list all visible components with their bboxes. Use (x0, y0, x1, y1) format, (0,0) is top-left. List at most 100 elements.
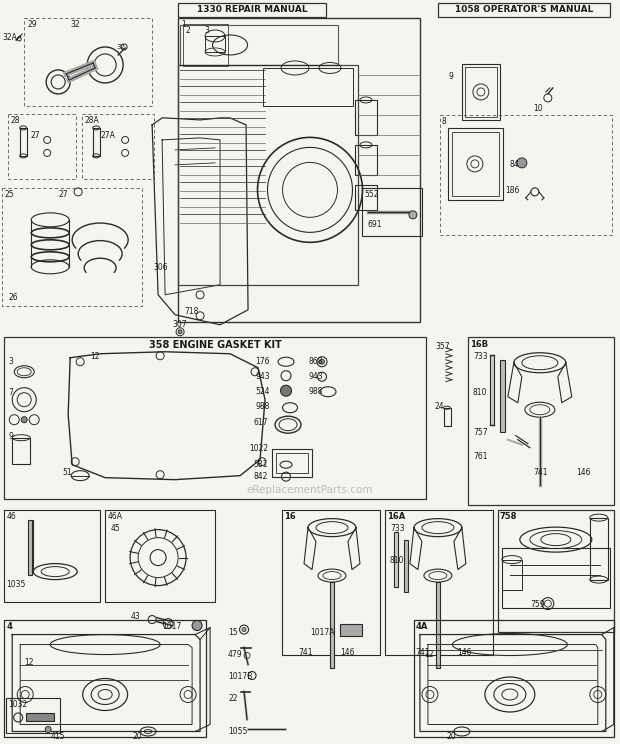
Text: 27A: 27A (100, 132, 115, 141)
Text: 146: 146 (457, 647, 471, 656)
Text: 810: 810 (390, 556, 404, 565)
Text: 552: 552 (364, 190, 378, 199)
Bar (448, 128, 503, 200)
Text: 26: 26 (8, 293, 18, 302)
Bar (205, 36, 225, 52)
Bar (105, 510, 215, 602)
Text: 28A: 28A (84, 116, 99, 125)
Text: 307: 307 (172, 320, 187, 329)
Bar (590, 518, 608, 580)
Text: 4: 4 (6, 621, 12, 631)
Text: 842: 842 (254, 472, 268, 481)
Bar (452, 132, 499, 196)
Text: 759: 759 (530, 600, 544, 609)
Text: 524: 524 (255, 387, 270, 396)
Text: 3: 3 (205, 26, 210, 35)
Text: 479: 479 (228, 650, 242, 658)
Text: 741: 741 (415, 647, 430, 656)
Text: 761: 761 (473, 452, 487, 461)
Text: 810: 810 (473, 388, 487, 397)
Bar (183, 24, 228, 66)
Text: 186: 186 (505, 186, 519, 195)
Bar (462, 64, 500, 120)
Bar (362, 188, 422, 236)
Bar (436, 582, 440, 667)
Text: 46A: 46A (107, 512, 122, 521)
Text: 10: 10 (533, 104, 542, 113)
Bar (385, 510, 493, 655)
Text: 84: 84 (510, 160, 520, 169)
Text: 306: 306 (153, 263, 168, 272)
Bar (276, 452, 308, 472)
Text: 28: 28 (10, 116, 20, 125)
Text: 43: 43 (130, 612, 140, 620)
Circle shape (45, 726, 51, 733)
Bar (468, 337, 614, 504)
Bar (8, 114, 76, 179)
Text: 1017: 1017 (162, 621, 182, 631)
Circle shape (280, 385, 291, 397)
Text: 741: 741 (534, 468, 548, 477)
Bar (355, 100, 377, 135)
Bar (180, 25, 338, 65)
Bar (438, 3, 610, 17)
Text: 988: 988 (308, 387, 322, 396)
Bar (28, 519, 32, 574)
Circle shape (319, 359, 324, 365)
Text: 943: 943 (255, 372, 270, 381)
Bar (282, 510, 380, 655)
Bar (4, 337, 426, 498)
Text: 25: 25 (4, 190, 14, 199)
Text: 27: 27 (58, 190, 68, 199)
Text: 12: 12 (24, 658, 33, 667)
Bar (355, 145, 377, 175)
Bar (4, 510, 100, 602)
Circle shape (517, 158, 527, 168)
Text: 1017A: 1017A (310, 627, 335, 637)
Text: 15: 15 (228, 627, 237, 637)
Text: 16: 16 (284, 512, 296, 521)
Text: 1055: 1055 (228, 728, 247, 737)
Text: 1035: 1035 (6, 580, 25, 589)
Bar (26, 713, 54, 722)
Bar (394, 532, 398, 586)
Text: 51: 51 (62, 468, 72, 477)
Bar (263, 68, 353, 106)
Circle shape (21, 417, 27, 423)
Text: 9: 9 (8, 432, 13, 440)
Bar (20, 128, 27, 156)
Text: 358 ENGINE GASKET KIT: 358 ENGINE GASKET KIT (149, 340, 281, 350)
Text: 20: 20 (447, 733, 456, 742)
Text: 943: 943 (308, 372, 322, 381)
Bar (12, 437, 30, 464)
Text: 46: 46 (6, 512, 16, 521)
Text: 45: 45 (110, 524, 120, 533)
Text: 146: 146 (340, 647, 355, 656)
Bar (498, 510, 614, 632)
Text: 12: 12 (90, 352, 100, 361)
Bar (178, 3, 326, 17)
Text: 741: 741 (298, 647, 312, 656)
Text: 757: 757 (473, 428, 487, 437)
Text: 16A: 16A (387, 512, 405, 521)
Bar (2, 188, 142, 306)
Bar (355, 185, 377, 210)
Text: 733: 733 (390, 524, 405, 533)
Text: 12: 12 (424, 650, 433, 658)
Text: 7: 7 (8, 388, 13, 397)
Text: 20: 20 (132, 733, 142, 742)
Text: 1017B: 1017B (228, 672, 252, 681)
Bar (4, 620, 206, 737)
Text: 29: 29 (27, 20, 37, 29)
Text: 32: 32 (117, 44, 126, 50)
Text: 32: 32 (70, 20, 80, 29)
Bar (93, 128, 100, 156)
Circle shape (242, 627, 246, 632)
Text: 617: 617 (254, 417, 268, 427)
Bar (444, 408, 451, 426)
Text: 3: 3 (8, 356, 13, 366)
Circle shape (192, 620, 202, 631)
Bar (82, 114, 154, 179)
Bar (178, 18, 420, 321)
Text: 988: 988 (255, 402, 270, 411)
